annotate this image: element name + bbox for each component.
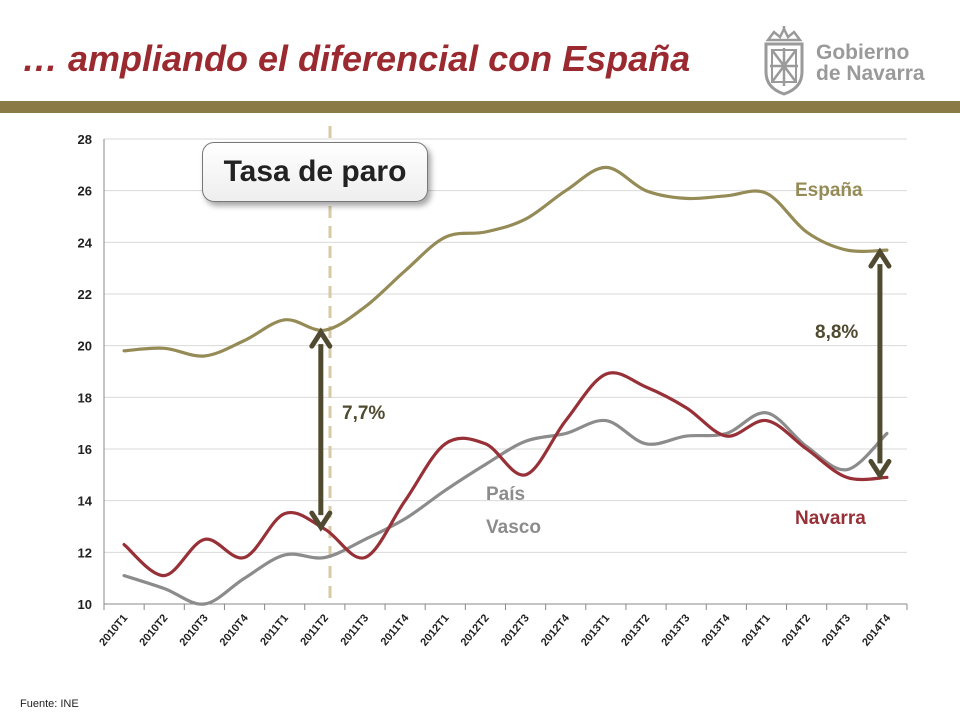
x-tick-label: 2014T4 (860, 612, 894, 649)
y-tick-label: 12 (78, 545, 92, 560)
callout-title: Tasa de paro (223, 155, 407, 188)
y-tick-label: 26 (78, 184, 92, 199)
y-tick-label: 24 (78, 235, 93, 250)
x-tick-label: 2014T2 (780, 612, 813, 648)
series-label-navarra: Navarra (795, 508, 866, 529)
source-note: Fuente: INE (20, 698, 79, 710)
y-tick-label: 10 (78, 597, 92, 612)
x-tick-label: 2013T4 (699, 612, 733, 649)
x-tick-label: 2010T2 (137, 612, 170, 648)
logo-text: Gobierno de Navarra (816, 42, 925, 84)
x-tick-label: 2010T1 (97, 612, 130, 648)
x-tick-label: 2013T2 (619, 612, 652, 648)
x-tick-label: 2011T3 (338, 612, 371, 648)
gap-label-2011: 7,7% (342, 403, 385, 424)
x-tick-label: 2014T3 (820, 612, 853, 648)
x-tick-label: 2011T1 (258, 612, 291, 648)
x-tick-label: 2011T4 (379, 612, 412, 649)
logo-line2: de Navarra (816, 62, 925, 85)
y-tick-label: 14 (78, 494, 93, 509)
series-line-pais-vasco (122, 411, 889, 606)
navarra-coat-of-arms-icon (764, 26, 804, 96)
series-label-espana: España (795, 180, 863, 201)
x-tick-label: 2010T4 (218, 612, 252, 649)
series-line-navarra (122, 371, 889, 578)
title-divider (0, 101, 960, 113)
gap-arrow-2014-head-up (868, 247, 892, 269)
series-lines (122, 165, 889, 606)
x-tick-label: 2012T1 (418, 612, 451, 648)
y-tick-label: 22 (78, 287, 92, 302)
gap-arrow-2014-head-down (868, 458, 892, 481)
x-tick-label: 2012T4 (539, 612, 573, 649)
gap-label-2014: 8,8% (815, 322, 858, 343)
series-label-pais-vasco: País Vasco (486, 484, 541, 538)
slide-title: … ampliando el diferencial con España (22, 38, 691, 79)
gobierno-navarra-logo: Gobierno de Navarra (760, 26, 950, 98)
x-tick-label: 2013T3 (659, 612, 692, 648)
x-tick-label: 2013T1 (579, 612, 612, 648)
y-tick-label: 18 (78, 390, 92, 405)
y-tick-label: 16 (78, 442, 92, 457)
svg-text:País: País (486, 484, 525, 505)
callout-box: Tasa de paro (202, 142, 428, 202)
x-tick-label: 2011T2 (298, 612, 331, 648)
logo-line1: Gobierno (816, 41, 910, 64)
gridlines (104, 138, 907, 553)
y-tick-label: 28 (78, 132, 92, 147)
x-tick-label: 2010T3 (177, 612, 210, 648)
x-tick-label: 2012T3 (499, 612, 532, 648)
gap-arrows (309, 247, 892, 532)
gap-arrow-2011-head-up (309, 327, 333, 349)
y-tick-label: 20 (78, 339, 92, 354)
series-line-espana (122, 165, 889, 358)
x-tick-label: 2014T1 (740, 612, 773, 648)
x-tick-label: 2012T2 (459, 612, 492, 648)
svg-text:Vasco: Vasco (486, 517, 541, 538)
gap-arrow-2011-head-down (309, 510, 333, 532)
